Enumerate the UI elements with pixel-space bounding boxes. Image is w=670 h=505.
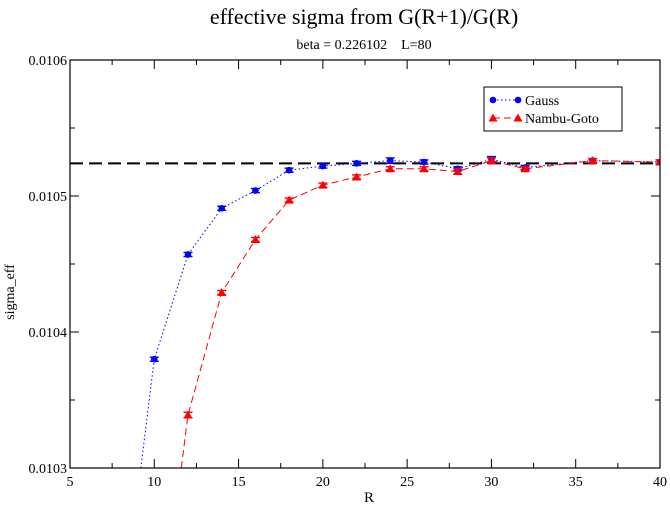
series-gauss: [140, 155, 660, 468]
data-point: [486, 156, 496, 165]
y-axis-label: sigma_eff: [3, 264, 18, 320]
chart-title: effective sigma from G(R+1)/G(R): [210, 4, 518, 29]
data-point: [319, 162, 327, 170]
legend-box: [483, 86, 623, 132]
data-point: [252, 187, 259, 194]
y-tick-label: 0.0105: [29, 190, 68, 205]
data-point: [385, 164, 395, 173]
data-point: [419, 164, 429, 173]
legend-marker: [514, 96, 522, 104]
data-point: [150, 355, 158, 363]
x-tick-label: 5: [67, 475, 74, 490]
x-tick-label: 15: [232, 475, 246, 490]
data-point: [217, 288, 227, 297]
data-point: [420, 158, 428, 166]
data-point: [352, 172, 362, 181]
series-layer: [140, 155, 660, 468]
data-point: [284, 195, 294, 204]
legend-label: Nambu-Goto: [525, 112, 599, 127]
legend-marker: [513, 113, 523, 122]
legend: Gauss Nambu-Goto: [483, 86, 623, 132]
data-point: [588, 156, 598, 165]
data-point: [318, 180, 328, 189]
x-tick-label: 40: [653, 475, 667, 490]
data-point: [520, 164, 530, 173]
data-point: [250, 235, 260, 244]
data-point: [353, 160, 360, 167]
data-point: [183, 410, 193, 419]
data-point: [184, 251, 192, 258]
legend-label: Gauss: [525, 94, 559, 109]
x-tick-label: 10: [147, 475, 161, 490]
y-tick-label: 0.0104: [29, 326, 68, 341]
x-tick-label: 30: [484, 475, 498, 490]
y-tick-label: 0.0106: [29, 54, 68, 69]
axis-layer: 5 10 15 20 25 30 35 40 0.0103 0.0104 0.0105 0.0106: [29, 54, 668, 490]
legend-marker: [489, 96, 497, 104]
series-line: [180, 160, 660, 468]
data-point: [453, 167, 463, 176]
data-point: [655, 157, 660, 166]
data-point: [285, 166, 293, 174]
x-tick-label: 35: [569, 475, 583, 490]
series-nambu-goto: [180, 156, 660, 468]
y-tick-label: 0.0103: [29, 462, 68, 477]
x-tick-label: 20: [316, 475, 330, 490]
chart-subtitle: beta = 0.226102 L=80: [296, 38, 431, 53]
legend-marker: [488, 113, 498, 122]
data-point: [386, 157, 394, 164]
data-point: [218, 204, 226, 212]
x-tick-label: 25: [400, 475, 414, 490]
x-axis-label: R: [364, 490, 374, 505]
